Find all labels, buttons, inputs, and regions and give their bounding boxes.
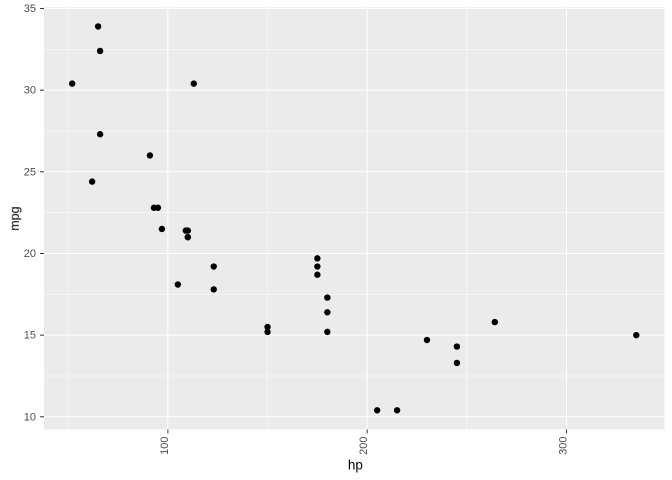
- svg-text:hp: hp: [348, 458, 363, 473]
- svg-text:25: 25: [24, 166, 36, 178]
- svg-text:200: 200: [358, 437, 370, 455]
- svg-text:15: 15: [24, 330, 36, 342]
- svg-text:300: 300: [558, 437, 570, 455]
- svg-text:mpg: mpg: [8, 206, 22, 230]
- svg-text:35: 35: [24, 3, 36, 15]
- svg-text:10: 10: [24, 411, 36, 423]
- svg-text:20: 20: [24, 248, 36, 260]
- svg-text:30: 30: [24, 85, 36, 97]
- svg-text:100: 100: [159, 437, 171, 455]
